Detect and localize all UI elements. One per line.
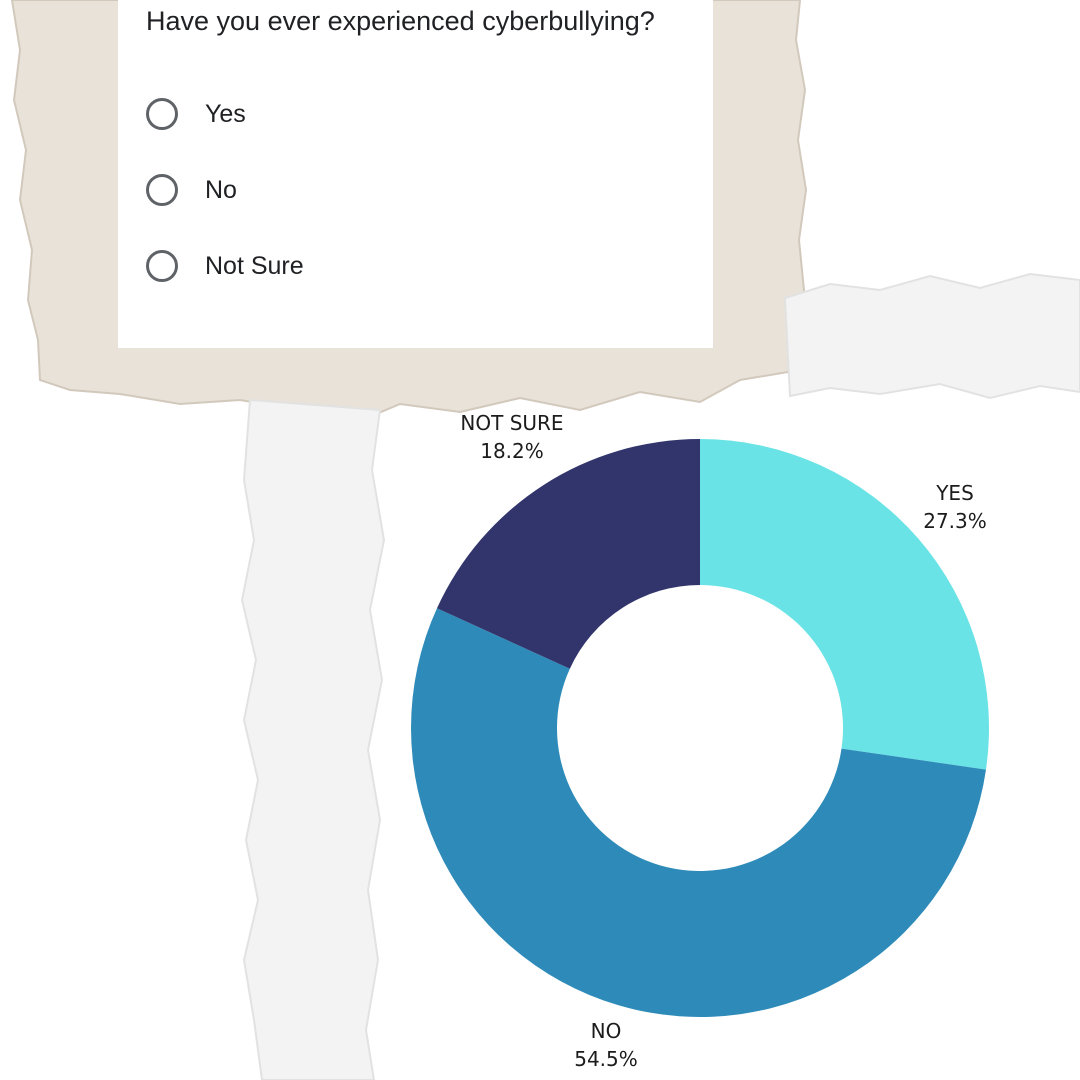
donut-slice-no [410,608,986,1018]
slice-category-label: NO [591,1019,622,1043]
donut-slice-not-sure [436,439,700,669]
option-label: No [205,175,237,204]
option-label: Not Sure [205,251,304,280]
slice-category-label: NOT SURE [460,411,563,435]
option-not-sure[interactable]: Not Sure [146,246,446,286]
slice-value-label: 54.5% [574,1047,638,1071]
option-yes[interactable]: Yes [146,94,446,134]
radio-button[interactable] [146,174,178,206]
survey-question: Have you ever experienced cyberbullying? [146,6,655,36]
option-no[interactable]: No [146,170,446,210]
white-torn-strip-horizontal [783,272,1080,400]
radio-button[interactable] [146,250,178,282]
survey-card: Have you ever experienced cyberbullying?… [118,0,713,348]
option-label: Yes [205,99,246,128]
donut-slice-yes [700,439,989,770]
slice-value-label: 27.3% [923,509,987,533]
radio-button[interactable] [146,98,178,130]
slice-value-label: 18.2% [480,439,544,463]
white-torn-strip-vertical [240,398,386,1080]
slice-category-label: YES [935,481,974,505]
